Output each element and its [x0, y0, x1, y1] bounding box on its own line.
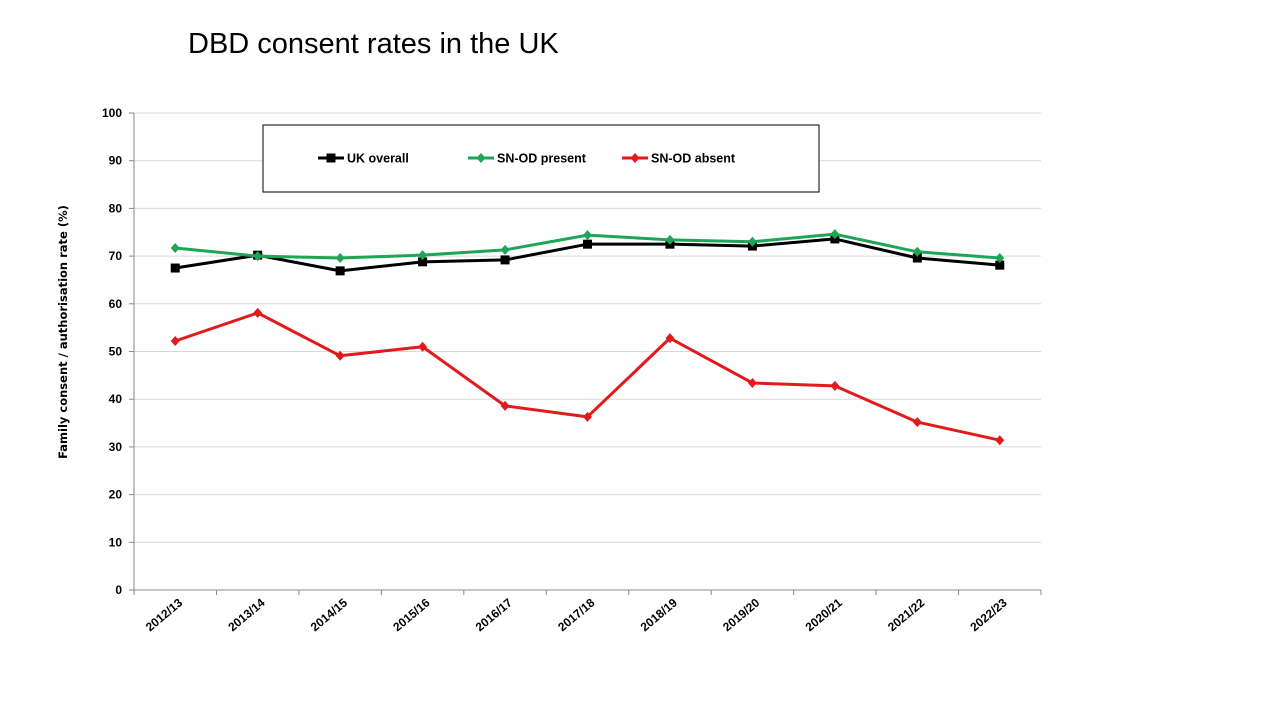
series-sn-od-absent [170, 307, 1005, 446]
legend-label: SN-OD present [497, 152, 587, 166]
x-tick-label: 2012/13 [143, 595, 185, 634]
data-point [830, 229, 840, 240]
y-tick-label: 30 [109, 440, 123, 454]
data-point [583, 230, 592, 241]
data-point [665, 234, 675, 245]
y-tick-label: 90 [109, 154, 123, 168]
data-point [995, 435, 1005, 446]
y-axis-label: Family consent / authorisation rate (%) [56, 205, 70, 459]
data-point [747, 377, 757, 388]
data-point [665, 333, 675, 344]
x-tick-label: 2018/19 [638, 595, 680, 634]
data-point [912, 417, 922, 428]
data-point [170, 336, 180, 347]
data-point [335, 253, 345, 264]
legend-marker [326, 153, 336, 163]
series-sn-od-present [170, 229, 1005, 264]
legend: UK overall SN-OD present SN-OD absent [262, 124, 820, 193]
legend-item: SN-OD absent [622, 152, 736, 166]
data-point [170, 263, 180, 273]
x-tick-label: 2020/21 [803, 595, 845, 634]
x-tick-label: 2015/16 [390, 595, 432, 634]
y-tick-label: 10 [109, 535, 123, 549]
data-point [500, 400, 510, 411]
data-point [583, 411, 592, 422]
data-point [500, 255, 510, 265]
y-tick-label: 0 [115, 583, 122, 597]
data-point [500, 244, 510, 255]
y-tick-label: 80 [109, 201, 123, 215]
data-point [830, 380, 840, 391]
legend-label: UK overall [347, 152, 409, 166]
x-tick-label: 2021/22 [885, 595, 927, 634]
y-tick-label: 40 [109, 392, 123, 406]
data-point [170, 242, 180, 253]
data-point [418, 257, 428, 267]
data-point [995, 253, 1005, 264]
data-point [418, 250, 428, 261]
y-tick-labels: 0 10 20 30 40 50 60 70 80 90 100 [102, 106, 122, 597]
x-tick-labels: 2012/13 2013/14 2014/15 2015/16 2016/17 2017/… [143, 595, 1010, 634]
y-tick-label: 50 [109, 345, 123, 359]
y-tick-label: 60 [109, 297, 123, 311]
x-tick-label: 2013/14 [225, 595, 267, 634]
y-tick-label: 20 [109, 488, 123, 502]
x-tick-label: 2019/20 [720, 595, 762, 634]
data-point [418, 341, 428, 352]
data-point [747, 236, 757, 247]
y-tick-label: 70 [109, 249, 123, 263]
x-tick-label: 2016/17 [473, 595, 515, 634]
x-tick-label: 2017/18 [555, 595, 597, 634]
data-point [335, 350, 345, 361]
data-point [912, 246, 922, 257]
data-point [335, 266, 345, 276]
data-point [253, 307, 263, 318]
series-uk-overall [170, 234, 1005, 276]
axes [129, 112, 1042, 595]
data-point [912, 253, 922, 263]
chart-title: DBD consent rates in the UK [188, 28, 559, 60]
legend-label: SN-OD absent [651, 152, 736, 166]
legend-marker [630, 153, 640, 163]
y-tick-label: 100 [102, 106, 122, 120]
data-point [995, 260, 1005, 270]
legend-item: SN-OD present [468, 152, 587, 166]
x-tick-label: 2022/23 [967, 595, 1009, 634]
legend-marker [476, 153, 486, 163]
data-point [253, 251, 263, 262]
series-group [170, 229, 1005, 446]
legend-box [262, 124, 820, 193]
legend-item: UK overall [318, 152, 409, 166]
x-tick-label: 2014/15 [308, 595, 350, 634]
data-point [583, 239, 592, 249]
